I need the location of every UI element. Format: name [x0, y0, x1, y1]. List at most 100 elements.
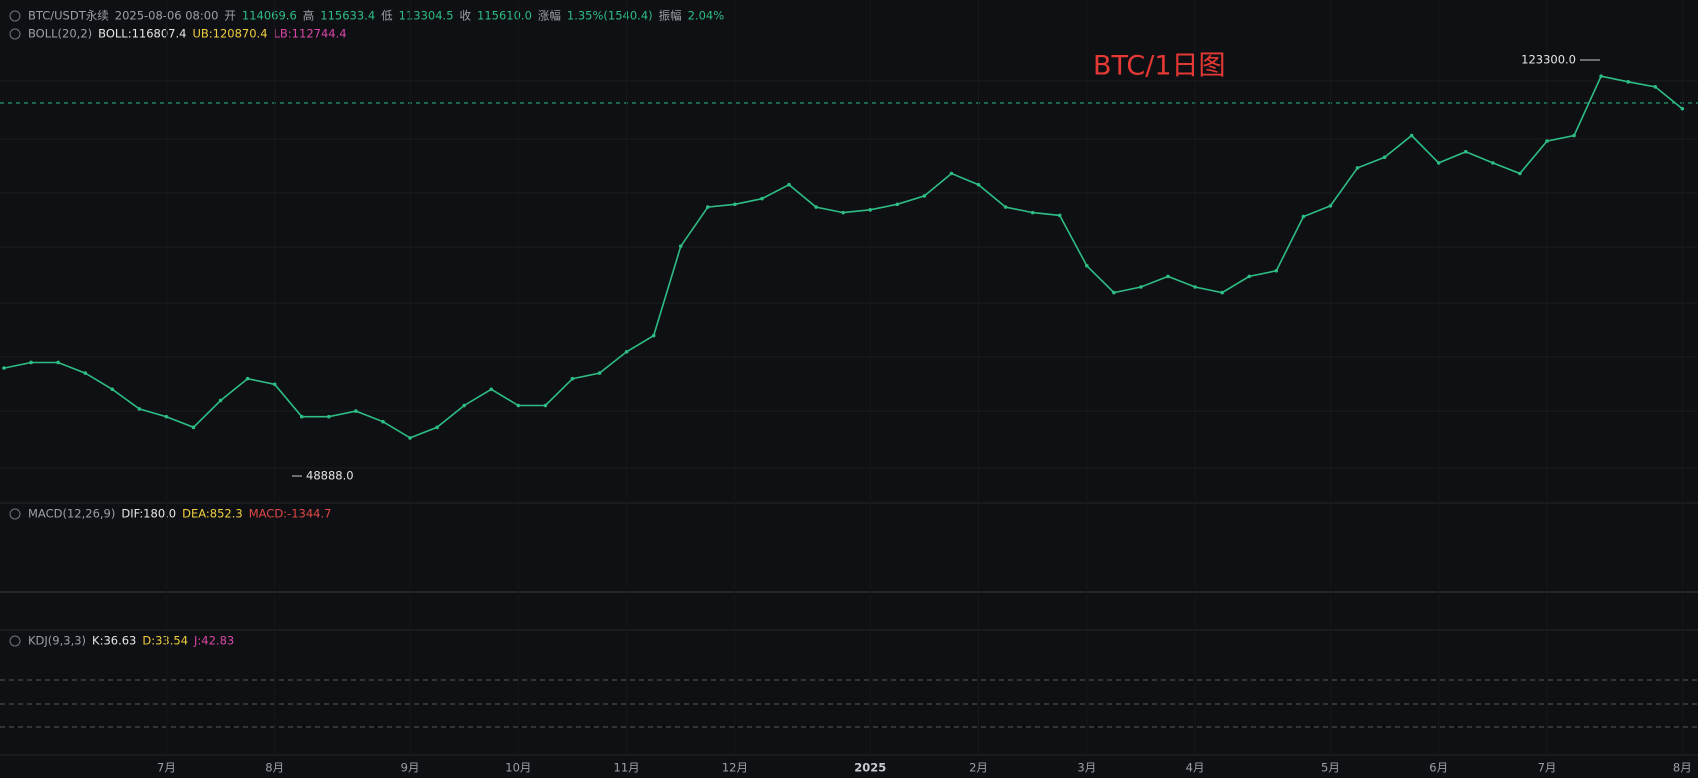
indicator-name: MACD(12,26,9): [28, 507, 115, 521]
x-tick-label: 5月: [1321, 761, 1340, 775]
x-tick-label: 4月: [1186, 761, 1205, 775]
price-point: [841, 210, 845, 215]
price-point: [1382, 155, 1387, 160]
field-label: 高: [303, 9, 315, 23]
price-point: [706, 205, 710, 209]
field-label: 涨幅: [538, 9, 561, 23]
price-point: [354, 409, 358, 413]
indicator-name: KDJ(9,3,3): [28, 634, 86, 648]
indicator-value: LB:112744.4: [274, 27, 347, 41]
price-point: [651, 333, 656, 338]
indicator-value: K:36.63: [92, 634, 136, 648]
price-point: [760, 196, 764, 201]
price-point: [1220, 290, 1224, 295]
annotation-label: 123300.0: [1521, 53, 1576, 67]
field-label: 收: [460, 9, 472, 23]
price-point: [516, 403, 521, 408]
price-point: [1680, 106, 1685, 111]
price-point: [1328, 204, 1333, 208]
x-tick-label: 2025: [854, 761, 886, 775]
annotation-label: 48888.0: [306, 469, 354, 483]
indicator-value: D:33.54: [142, 634, 188, 648]
price-point: [1436, 161, 1441, 165]
price-point: [678, 244, 683, 248]
price-point: [56, 360, 60, 365]
price-point: [787, 182, 791, 187]
x-tick-label: 2月: [969, 761, 988, 775]
x-tick-label: 8月: [1673, 761, 1692, 775]
price-point: [814, 205, 818, 209]
price-point: [868, 208, 873, 212]
price-point: [1247, 274, 1252, 279]
indicator-value: DIF:180.0: [121, 507, 176, 521]
indicator-value: BOLL:116807.4: [98, 27, 186, 41]
field-label: 低: [381, 9, 393, 23]
price-point: [1572, 133, 1576, 138]
price-point: [489, 387, 494, 392]
price-point: [110, 387, 115, 392]
field-label: 振幅: [659, 9, 682, 23]
price-point: [462, 403, 466, 408]
price-point: [1545, 139, 1549, 143]
price-point: [597, 371, 602, 375]
indicator-value: J:42.83: [193, 634, 234, 648]
price-point: [570, 376, 575, 381]
price-point: [1139, 285, 1143, 289]
price-point: [1003, 205, 1008, 209]
price-point: [29, 360, 33, 365]
price-point: [895, 202, 900, 207]
field-value: 1.35%(1540.4): [567, 9, 653, 23]
price-point: [272, 382, 277, 387]
price-point: [624, 350, 629, 354]
price-point: [1301, 214, 1306, 219]
field-value: 115610.0: [477, 9, 532, 23]
x-tick-label: 11月: [614, 761, 640, 775]
price-point: [1518, 171, 1522, 176]
chart-title: BTC/1日图: [1093, 51, 1226, 82]
price-point: [218, 398, 223, 403]
price-point: [1112, 290, 1116, 295]
field-value: 115633.4: [320, 9, 375, 23]
indicator-value: MACD:-1344.7: [249, 507, 332, 521]
panel-toggle: [9, 508, 21, 520]
price-point: [1274, 268, 1279, 273]
price-point: [733, 202, 737, 207]
x-tick-label: 9月: [401, 761, 420, 775]
indicator-value: DEA:852.3: [182, 507, 243, 521]
kdj-levels: [0, 679, 1698, 728]
x-tick-label: 7月: [1538, 761, 1557, 775]
field-value: 2.04%: [688, 9, 725, 23]
panel-toggle: [9, 10, 21, 22]
panel-toggle: [9, 635, 21, 647]
price-point: [408, 436, 412, 440]
price-point: [435, 425, 439, 430]
price-point: [1030, 210, 1035, 215]
price-point: [1057, 213, 1062, 218]
field-value: 114069.6: [242, 9, 297, 23]
panel-toggle: [9, 28, 21, 40]
price-point: [543, 403, 548, 408]
x-tick-label: 12月: [722, 761, 748, 775]
price-point: [1463, 149, 1468, 154]
price-point: [381, 419, 385, 424]
price-point: [2, 366, 6, 370]
price-point: [1166, 274, 1170, 279]
price-point: [1409, 133, 1414, 138]
x-tick-label: 10月: [505, 761, 531, 775]
price-point: [976, 182, 981, 187]
grid: [0, 80, 1698, 469]
price-point: [83, 371, 88, 375]
price-line: [3, 75, 1683, 439]
price-point: [1599, 74, 1603, 79]
indicator-value: UB:120870.4: [192, 27, 267, 41]
price-point: [1626, 80, 1630, 84]
price-point: [1085, 263, 1089, 268]
x-tick-label: 8月: [265, 761, 284, 775]
price-point: [327, 414, 331, 419]
price-point: [1491, 161, 1495, 165]
x-tick-label: 6月: [1429, 761, 1448, 775]
price-point: [164, 414, 169, 419]
price-point: [1653, 85, 1658, 89]
